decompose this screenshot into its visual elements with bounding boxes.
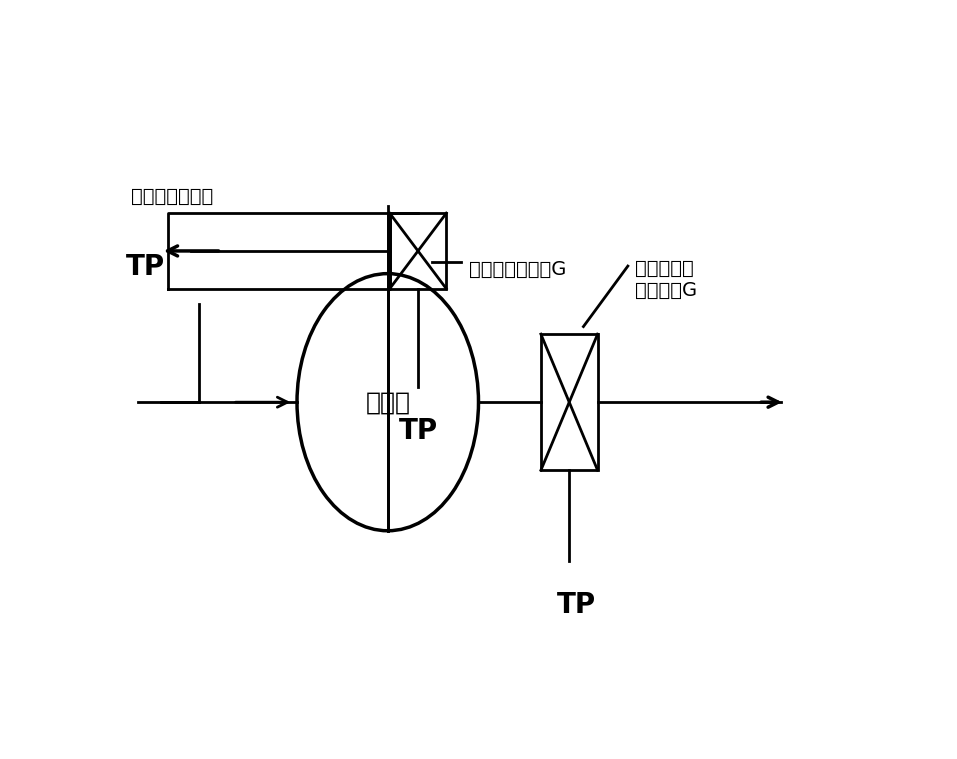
Text: TP: TP <box>398 417 437 446</box>
Text: TP: TP <box>557 591 596 619</box>
Text: 给水泵: 给水泵 <box>366 390 411 414</box>
Text: 给水泵出口
流量孔板G: 给水泵出口 流量孔板G <box>635 259 698 300</box>
Text: 再减水流量孔板G: 再减水流量孔板G <box>469 260 567 279</box>
Text: 给水泵中间抽头: 给水泵中间抽头 <box>131 187 212 206</box>
Bar <box>541 334 597 471</box>
Text: TP: TP <box>126 254 166 281</box>
Bar <box>389 213 446 288</box>
